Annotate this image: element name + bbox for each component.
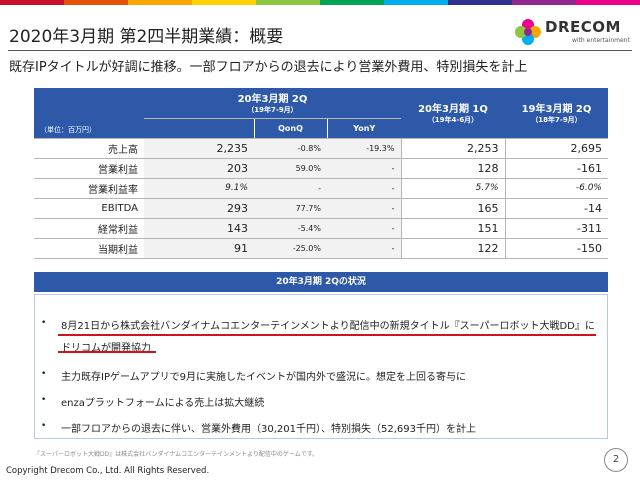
page-subtitle: 既存IPタイトルが好調に推移。一部フロアからの退去により営業外費用、特別損失を計… [9,60,528,75]
drecom-logo: DRECOM with entertainment [514,16,632,50]
status-bullet-2: 主力既存IPゲームアプリで9月に実施したイベントが国内外で盛況に。想定を上回る寄… [61,372,467,383]
cell-prev-y: -311 [504,218,608,239]
top-color-bar [0,0,640,5]
cell-prev-y: -14 [504,198,608,219]
table-row: 営業利益率 9.1% - - 5.7% -6.0% [34,178,608,199]
cell-qonq: -25.0% [254,238,327,259]
cell-yony: - [327,198,401,219]
color-stripe [576,0,640,5]
logo-wordmark: DRECOM [545,18,621,36]
cell-value: 2,235 [144,138,254,159]
page-title: 2020年3月期 第2四半期業績：概要 [9,27,284,47]
col-header-yony: YonY [326,118,401,139]
status-bullet-3: enzaプラットフォームによる売上は拡大継続 [61,398,265,409]
cell-prev-q: 5.7% [400,178,505,199]
cell-qonq: 59.0% [254,158,327,179]
table-row: 営業利益 203 59.0% - 128 -161 [34,158,608,179]
cell-prev-y: -6.0% [504,178,608,199]
cell-prev-q: 165 [400,198,505,219]
color-stripe [64,0,128,5]
col-header-prev-q-label: 20年3月期 1Q [418,104,488,116]
row-label: 営業利益 [34,158,144,179]
status-bullet-4: 一部フロアからの退去に伴い、営業外費用（30,201千円）、特別損失（52,69… [61,424,476,435]
cell-yony: - [327,178,401,199]
col-header-prev-q: 20年3月期 1Q （19年4-6月） [401,88,505,139]
col-header-prev-y: 19年3月期 2Q （18年7-9月） [505,88,608,139]
color-stripe [448,0,512,5]
bullet-marker: • [41,421,47,431]
color-stripe [256,0,320,5]
cell-value: 9.1% [144,178,254,199]
color-stripe [128,0,192,5]
status-bullet-1-cont: ドリコムが開発協力 [61,343,151,354]
cell-prev-q: 128 [400,158,505,179]
color-stripe [320,0,384,5]
highlight-underline [58,334,596,336]
color-stripe [512,0,576,5]
footnote: 『スーパーロボット大戦DD』は株式会社バンダイナムコエンターテインメントより配信… [34,451,319,458]
cell-value: 293 [144,198,254,219]
cell-qonq: - [254,178,327,199]
cell-qonq: -0.8% [254,138,327,159]
table-row: 当期利益 91 -25.0% - 122 -150 [34,238,608,259]
highlight-underline [58,351,156,353]
col-header-current-label: 20年3月期 2Q [237,94,308,106]
status-box [34,294,608,439]
row-label: 当期利益 [34,238,144,259]
cell-yony: - [327,238,401,259]
status-bullet-1: 8月21日から株式会社バンダイナムコエンターテインメントより配信中の新規タイトル… [61,321,595,332]
cell-value: 91 [144,238,254,259]
row-label: 経常利益 [34,218,144,239]
row-label: EBITDA [34,198,144,219]
table-subheader-row: QonQ YonY [34,118,608,139]
color-stripe [384,0,448,5]
copyright: Copyright Drecom Co., Ltd. All Rights Re… [6,466,210,476]
color-stripe [0,0,64,5]
logo-tagline: with entertainment [572,37,630,44]
cell-yony: - [327,218,401,239]
row-label: 売上高 [34,138,144,159]
cell-prev-y: 2,695 [504,138,608,159]
cell-prev-q: 151 [400,218,505,239]
financial-table: （単位：百万円） 20年3月期 2Q （19年7-9月） 20年3月期 1Q （… [34,88,608,259]
col-header-current: 20年3月期 2Q （19年7-9月） [144,88,401,119]
title-divider [8,50,632,51]
color-stripe [192,0,256,5]
bullet-marker: • [41,395,47,405]
col-header-blank [144,118,254,139]
col-header-prev-y-period: （18年7-9月） [531,116,582,125]
status-heading: 20年3月期 2Qの状況 [34,272,608,292]
unit-label: （単位：百万円） [34,88,144,139]
cell-yony: -19.3% [327,138,401,159]
table-row: EBITDA 293 77.7% - 165 -14 [34,198,608,219]
cell-value: 143 [144,218,254,239]
cell-prev-y: -150 [504,238,608,259]
bullet-marker: • [41,318,47,328]
col-header-qonq: QonQ [253,118,327,139]
col-header-prev-y-label: 19年3月期 2Q [521,104,592,116]
table-row: 売上高 2,235 -0.8% -19.3% 2,253 2,695 [34,138,608,159]
cell-prev-q: 122 [400,238,505,259]
bullet-marker: • [41,369,47,379]
cell-qonq: 77.7% [254,198,327,219]
page-number: 2 [604,448,628,472]
cell-prev-q: 2,253 [400,138,505,159]
table-row: 経常利益 143 -5.4% - 151 -311 [34,218,608,239]
cell-qonq: -5.4% [254,218,327,239]
logo-flower-icon [515,19,541,45]
table-header-row: （単位：百万円） 20年3月期 2Q （19年7-9月） 20年3月期 1Q （… [34,88,608,139]
cell-yony: - [327,158,401,179]
col-header-prev-q-period: （19年4-6月） [427,116,479,125]
col-header-current-period: （19年7-9月） [247,106,298,115]
cell-value: 203 [144,158,254,179]
cell-prev-y: -161 [504,158,608,179]
row-label: 営業利益率 [34,178,144,199]
